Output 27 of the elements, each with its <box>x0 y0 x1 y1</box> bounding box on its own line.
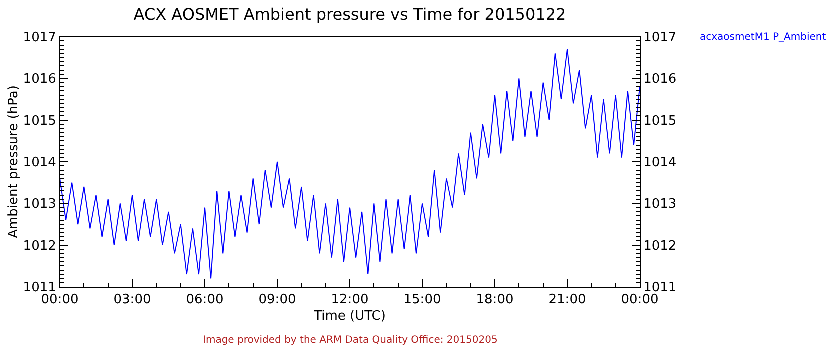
x-tick-label: 06:00 <box>186 292 224 308</box>
x-tick-label: 15:00 <box>404 292 442 308</box>
y2-tick-label: 1016 <box>644 72 677 88</box>
text: Image provided by the ARM Data Quality Office: 20150205 <box>203 335 498 346</box>
y2-tick-label: 1013 <box>644 197 677 212</box>
x-tick-label: 09:00 <box>258 292 296 308</box>
y-tick-label: 1016 <box>23 72 56 88</box>
text: acxaosmetM1 P_Ambient <box>700 32 826 43</box>
x-tick-label: 21:00 <box>548 292 586 308</box>
y2-tick-label: 1017 <box>644 30 677 46</box>
y-tick-label: 1012 <box>23 238 56 254</box>
x-axis-title: Time (UTC) <box>313 309 386 324</box>
y-tick-label: 1015 <box>23 114 56 129</box>
line-series <box>60 49 640 280</box>
y-axis-title: Ambient pressure (hPa) <box>6 86 22 238</box>
y2-tick-label: 1014 <box>644 156 677 171</box>
x-tick-label: 18:00 <box>476 292 514 308</box>
x-tick-label: 12:00 <box>331 292 369 308</box>
x-tick-label: 00:00 <box>621 292 659 308</box>
y2-tick-label: 1012 <box>644 238 677 254</box>
chart-title: ACX AOSMET Ambient pressure vs Time for 20150122 <box>134 4 566 24</box>
y-tick-label: 1017 <box>23 30 56 46</box>
x-tick-label: 00:00 <box>41 292 79 308</box>
y2-tick-label: 1015 <box>644 114 677 129</box>
y-tick-label: 1013 <box>23 197 56 212</box>
x-tick-label: 03:00 <box>114 292 152 308</box>
y-tick-label: 1014 <box>23 156 56 171</box>
